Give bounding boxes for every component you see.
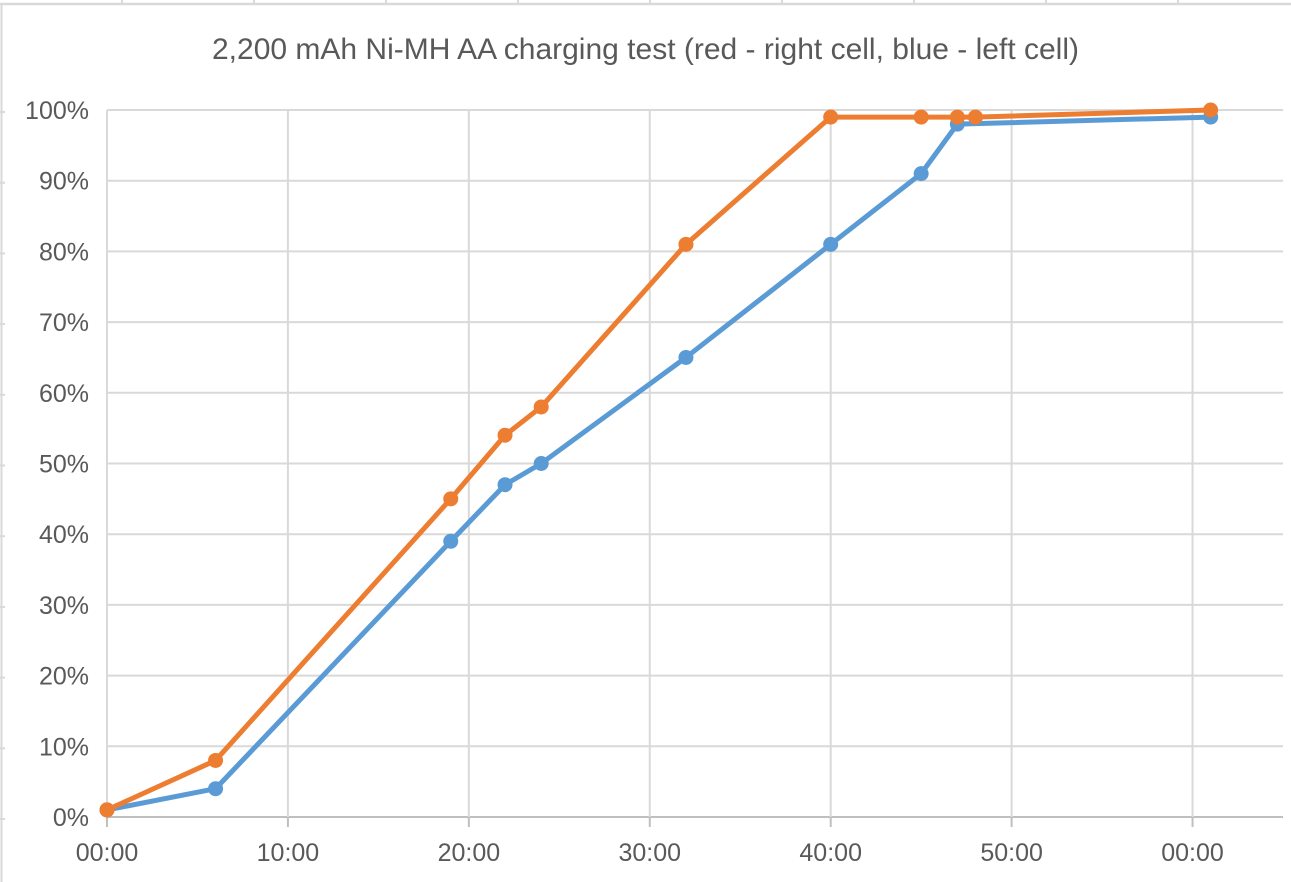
x-axis-tick-label: 00:00 [76, 839, 139, 867]
x-axis-tick-label: 20:00 [438, 839, 501, 867]
x-axis-tick-label: 50:00 [980, 839, 1043, 867]
x-axis-tick-label: 30:00 [618, 839, 681, 867]
data-point-marker-right-cell-red- [208, 752, 224, 768]
y-axis-tick-label: 40% [39, 521, 89, 549]
data-point-marker-right-cell-red- [949, 109, 965, 125]
data-point-marker-left-cell-blue- [208, 781, 224, 797]
data-point-marker-left-cell-blue- [443, 533, 459, 549]
data-point-marker-right-cell-red- [497, 427, 513, 443]
data-point-marker-right-cell-red- [913, 109, 929, 125]
data-point-marker-right-cell-red- [99, 802, 115, 818]
data-point-marker-right-cell-red- [823, 109, 839, 125]
series-line-left-cell-blue- [104, 114, 1214, 813]
y-axis-tick-label: 0% [53, 804, 89, 832]
data-point-marker-left-cell-blue- [497, 477, 513, 493]
chart-title: 2,200 mAh Ni-MH AA charging test (red - … [211, 33, 1079, 66]
data-point-marker-left-cell-blue- [678, 349, 694, 365]
x-axis-tick-label: 10:00 [257, 839, 320, 867]
y-axis-tick-label: 90% [39, 168, 89, 196]
x-axis-tick-label: 40:00 [799, 839, 862, 867]
y-axis-tick-label: 50% [39, 451, 89, 479]
y-axis-tick-label: 10% [39, 733, 89, 761]
y-axis-tick-label: 60% [39, 380, 89, 408]
y-axis-tick-label: 80% [39, 238, 89, 266]
series-line-right-cell-red- [104, 107, 1214, 813]
x-axis-tick-label: 00:00 [1161, 839, 1224, 867]
y-axis-tick-label: 30% [39, 592, 89, 620]
data-point-marker-right-cell-red- [678, 236, 694, 252]
data-point-marker-right-cell-red- [1203, 102, 1219, 118]
data-point-marker-right-cell-red- [533, 399, 549, 415]
data-point-marker-left-cell-blue- [913, 166, 929, 182]
data-point-marker-right-cell-red- [967, 109, 983, 125]
data-point-marker-left-cell-blue- [823, 236, 839, 252]
y-axis-tick-label: 100% [25, 97, 89, 125]
y-axis-tick-label: 20% [39, 663, 89, 691]
data-point-marker-left-cell-blue- [533, 456, 549, 471]
data-point-marker-right-cell-red- [443, 491, 459, 507]
y-axis-tick-label: 70% [39, 309, 89, 337]
